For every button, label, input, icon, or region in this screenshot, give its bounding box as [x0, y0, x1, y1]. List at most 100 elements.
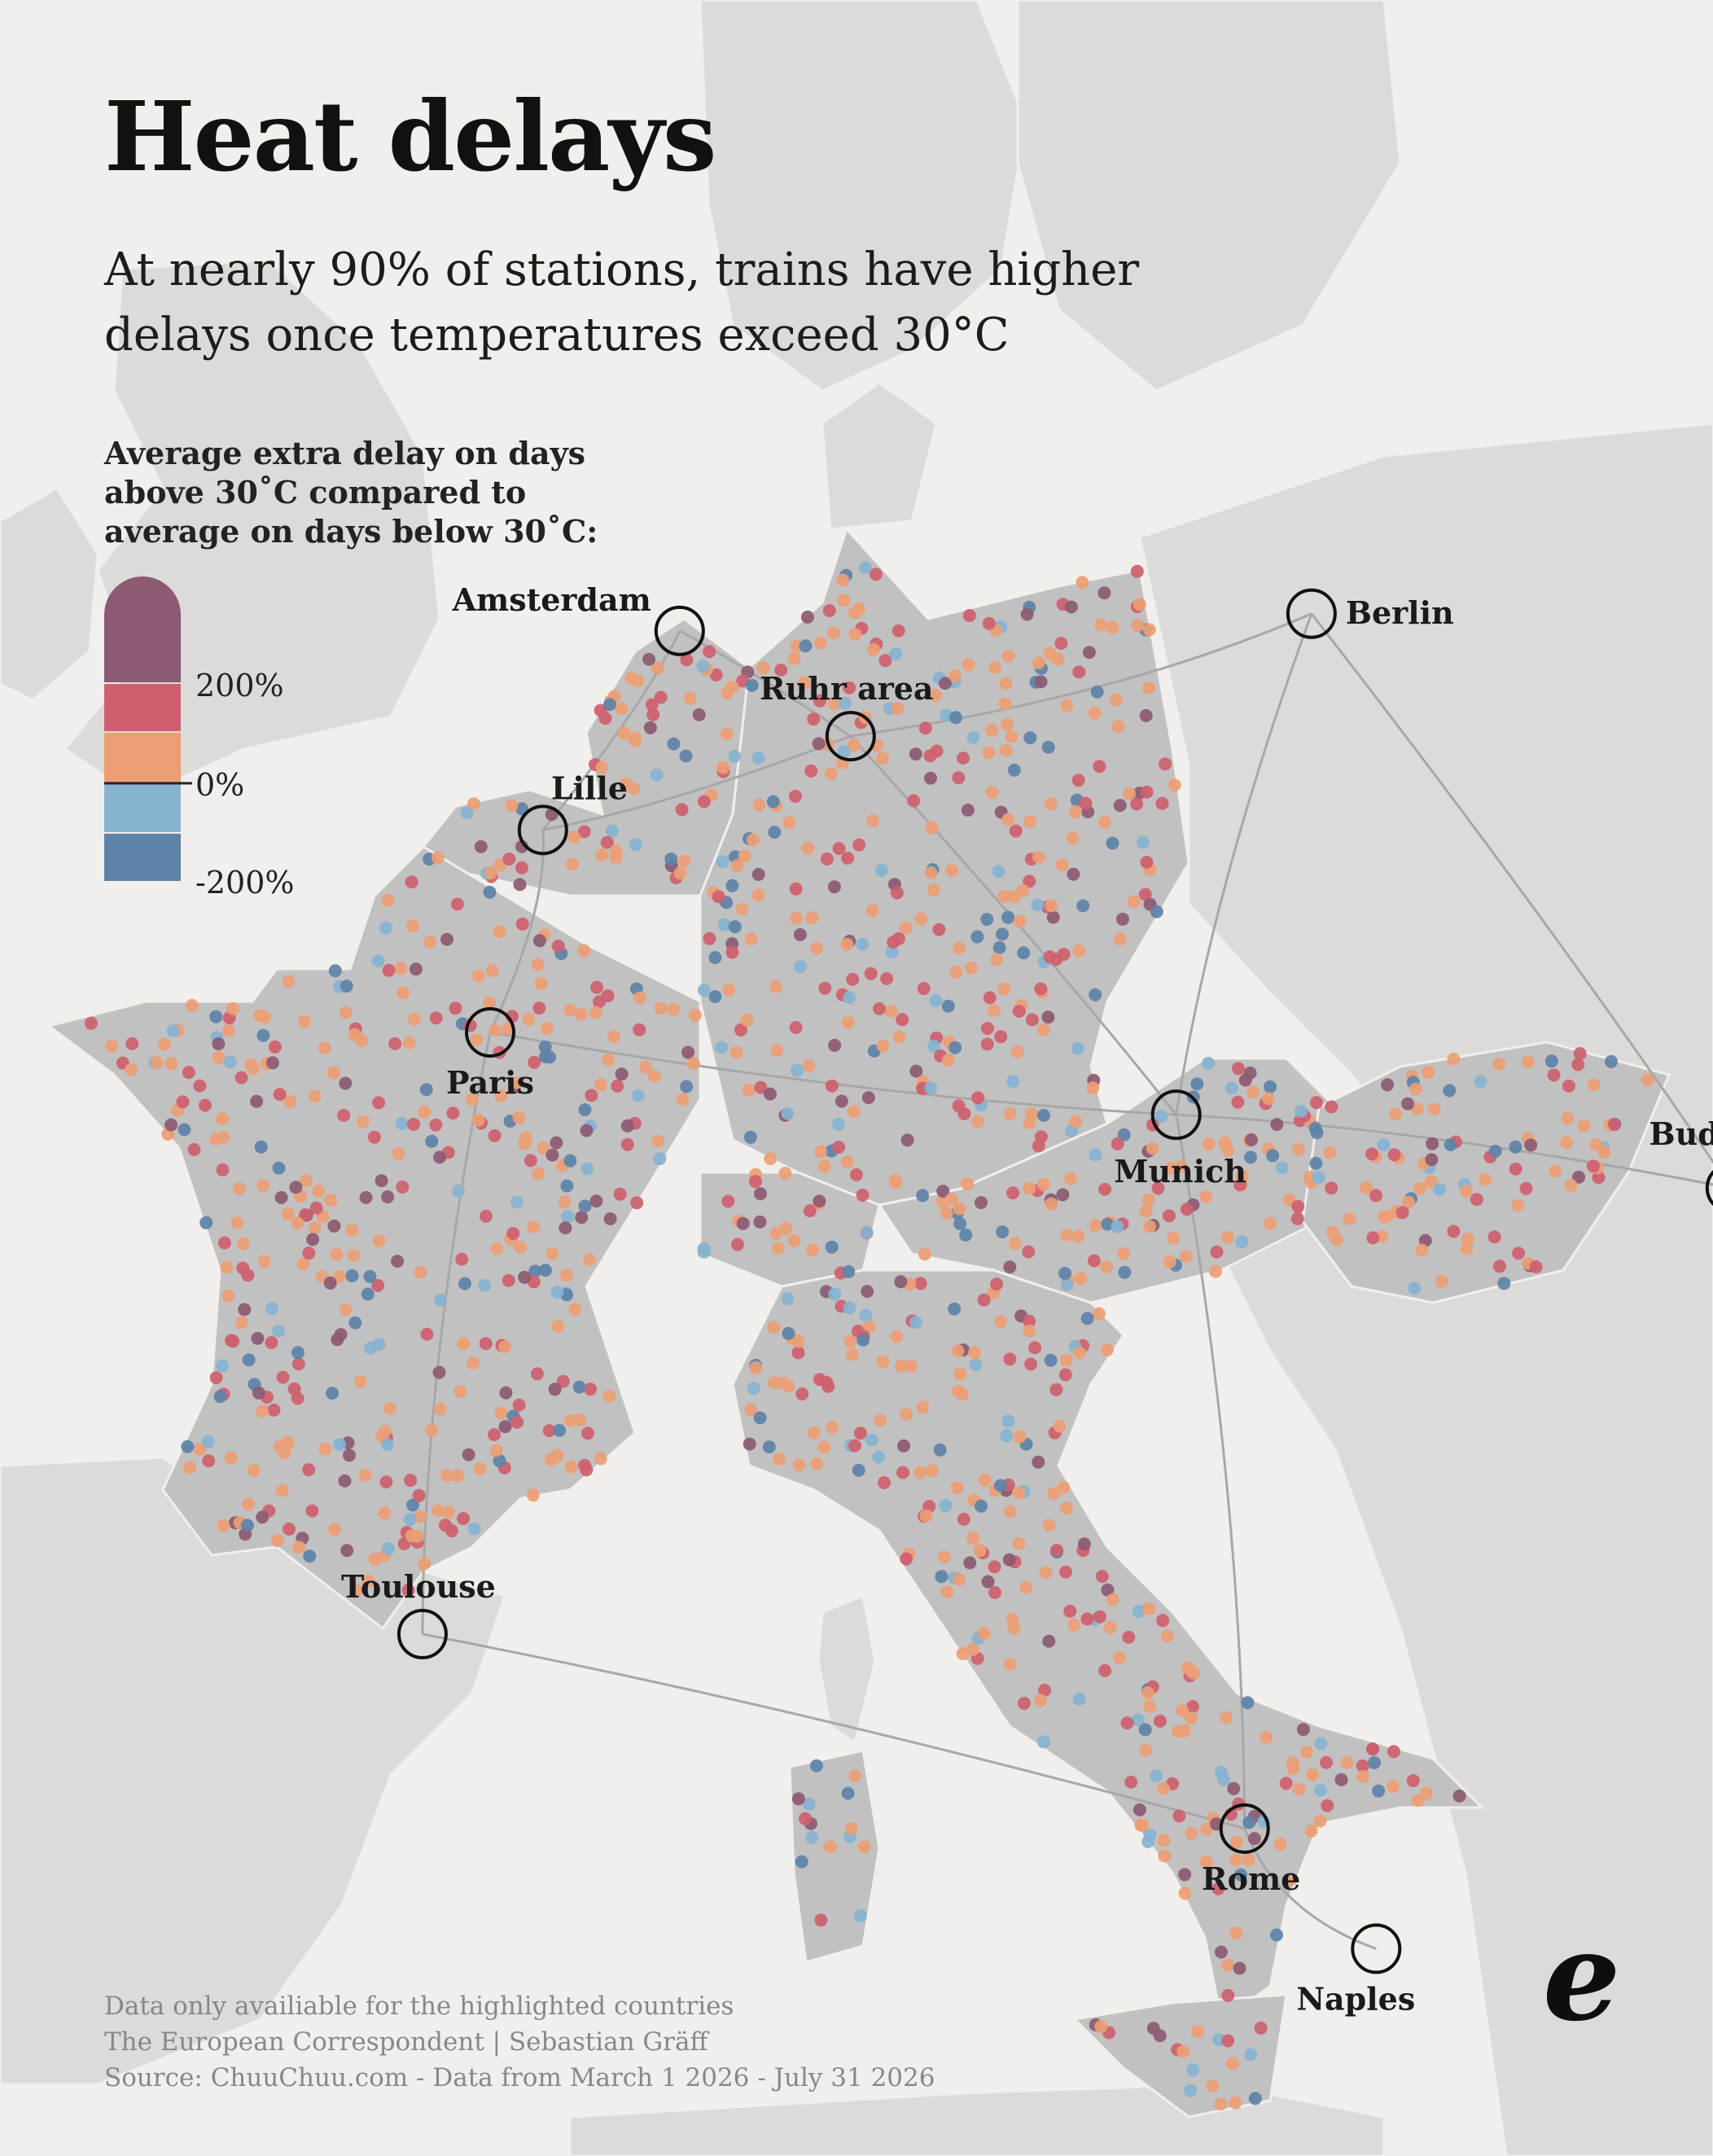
rail-line — [849, 735, 1177, 1116]
station-dot — [930, 744, 944, 758]
station-dot — [483, 996, 497, 1010]
rail-line — [421, 1032, 492, 1635]
station-dot — [801, 841, 815, 855]
station-dot — [932, 922, 946, 936]
station-dot — [949, 711, 962, 725]
station-dot — [1270, 1928, 1283, 1942]
station-dot — [372, 1234, 386, 1248]
station-dot — [779, 1221, 793, 1235]
station-dot — [1133, 598, 1146, 611]
station-dot — [867, 642, 880, 656]
station-dot — [272, 1324, 286, 1338]
station-dot — [957, 1107, 971, 1120]
station-dot — [1377, 1138, 1391, 1152]
station-dot — [697, 795, 711, 808]
station-dot — [631, 1089, 645, 1102]
station-dot — [199, 1216, 213, 1229]
station-dot — [598, 712, 612, 725]
station-dot — [828, 697, 841, 711]
station-dot — [770, 1044, 784, 1058]
page-title: Heat delays — [104, 80, 716, 193]
station-dot — [1117, 1247, 1131, 1260]
station-dot — [800, 610, 814, 624]
station-dot — [708, 951, 722, 965]
station-dot — [519, 1131, 532, 1145]
station-dot — [209, 1371, 223, 1385]
station-dot — [1418, 1234, 1432, 1247]
station-dot — [982, 746, 996, 760]
station-dot — [446, 1106, 460, 1120]
station-dot — [677, 854, 691, 868]
station-dot — [323, 1276, 337, 1290]
station-dot — [1492, 1260, 1506, 1273]
station-dot — [900, 1552, 913, 1566]
station-dot — [643, 721, 657, 734]
station-dot — [1305, 1768, 1319, 1781]
station-dot — [1057, 1481, 1071, 1494]
station-dot — [1244, 1150, 1257, 1164]
station-dot — [281, 1207, 295, 1220]
station-dot — [1512, 1247, 1526, 1260]
station-dot — [542, 1424, 556, 1438]
station-dot — [667, 1003, 681, 1016]
station-dot — [731, 1238, 744, 1251]
station-dot — [302, 1247, 316, 1260]
station-dot — [744, 1403, 758, 1417]
station-dot — [600, 835, 614, 849]
station-dot — [1415, 1243, 1429, 1257]
station-dot — [1140, 785, 1154, 799]
station-dot — [367, 1130, 381, 1144]
city-label-berlin: Berlin — [1346, 594, 1454, 631]
station-dot — [1007, 890, 1021, 904]
station-dot — [1064, 600, 1078, 614]
station-dot — [1310, 1096, 1323, 1110]
station-dot — [709, 668, 723, 681]
station-dot — [715, 1041, 729, 1054]
station-dot — [337, 1108, 351, 1122]
station-dot — [532, 1167, 545, 1181]
station-dot — [1137, 835, 1150, 849]
station-dot — [1246, 1085, 1260, 1099]
city-label-toulouse: Toulouse — [341, 1568, 496, 1605]
station-dot — [1103, 1621, 1117, 1634]
station-dot — [853, 1426, 867, 1440]
station-dot — [183, 1461, 197, 1475]
station-dot — [407, 1013, 421, 1026]
station-dot — [498, 1420, 512, 1434]
station-dot — [1071, 1041, 1084, 1055]
station-dot — [1050, 1544, 1063, 1557]
station-dot — [164, 1118, 178, 1132]
station-dot — [526, 1488, 540, 1502]
station-dot — [326, 1066, 340, 1080]
station-dot — [1106, 1593, 1119, 1606]
station-dot — [1260, 1730, 1273, 1744]
station-dot — [823, 1840, 837, 1854]
station-dot — [1060, 699, 1074, 712]
station-dot — [751, 868, 765, 881]
station-dot — [1229, 1853, 1243, 1867]
station-dot — [927, 883, 940, 896]
station-dot — [256, 1510, 269, 1524]
station-dot — [1049, 953, 1063, 966]
station-dot — [791, 1346, 805, 1360]
station-dot — [1159, 757, 1172, 771]
station-dot — [125, 1063, 138, 1076]
station-dot — [730, 859, 744, 873]
station-dot — [929, 993, 943, 1007]
station-dot — [1209, 1264, 1222, 1278]
station-dot — [418, 1105, 432, 1119]
station-dot — [484, 866, 497, 880]
station-dot — [692, 708, 706, 721]
station-dot — [647, 1069, 661, 1083]
station-dot — [767, 1321, 781, 1334]
station-dot — [1106, 620, 1119, 634]
station-dot — [1130, 797, 1144, 811]
station-dot — [826, 1421, 839, 1434]
station-dot — [981, 1575, 995, 1589]
station-dot — [1032, 850, 1046, 864]
station-dot — [676, 1093, 690, 1106]
station-dot — [791, 1792, 805, 1806]
station-dot — [524, 1154, 537, 1168]
station-dot — [1157, 1781, 1170, 1795]
station-dot — [1356, 1770, 1370, 1783]
